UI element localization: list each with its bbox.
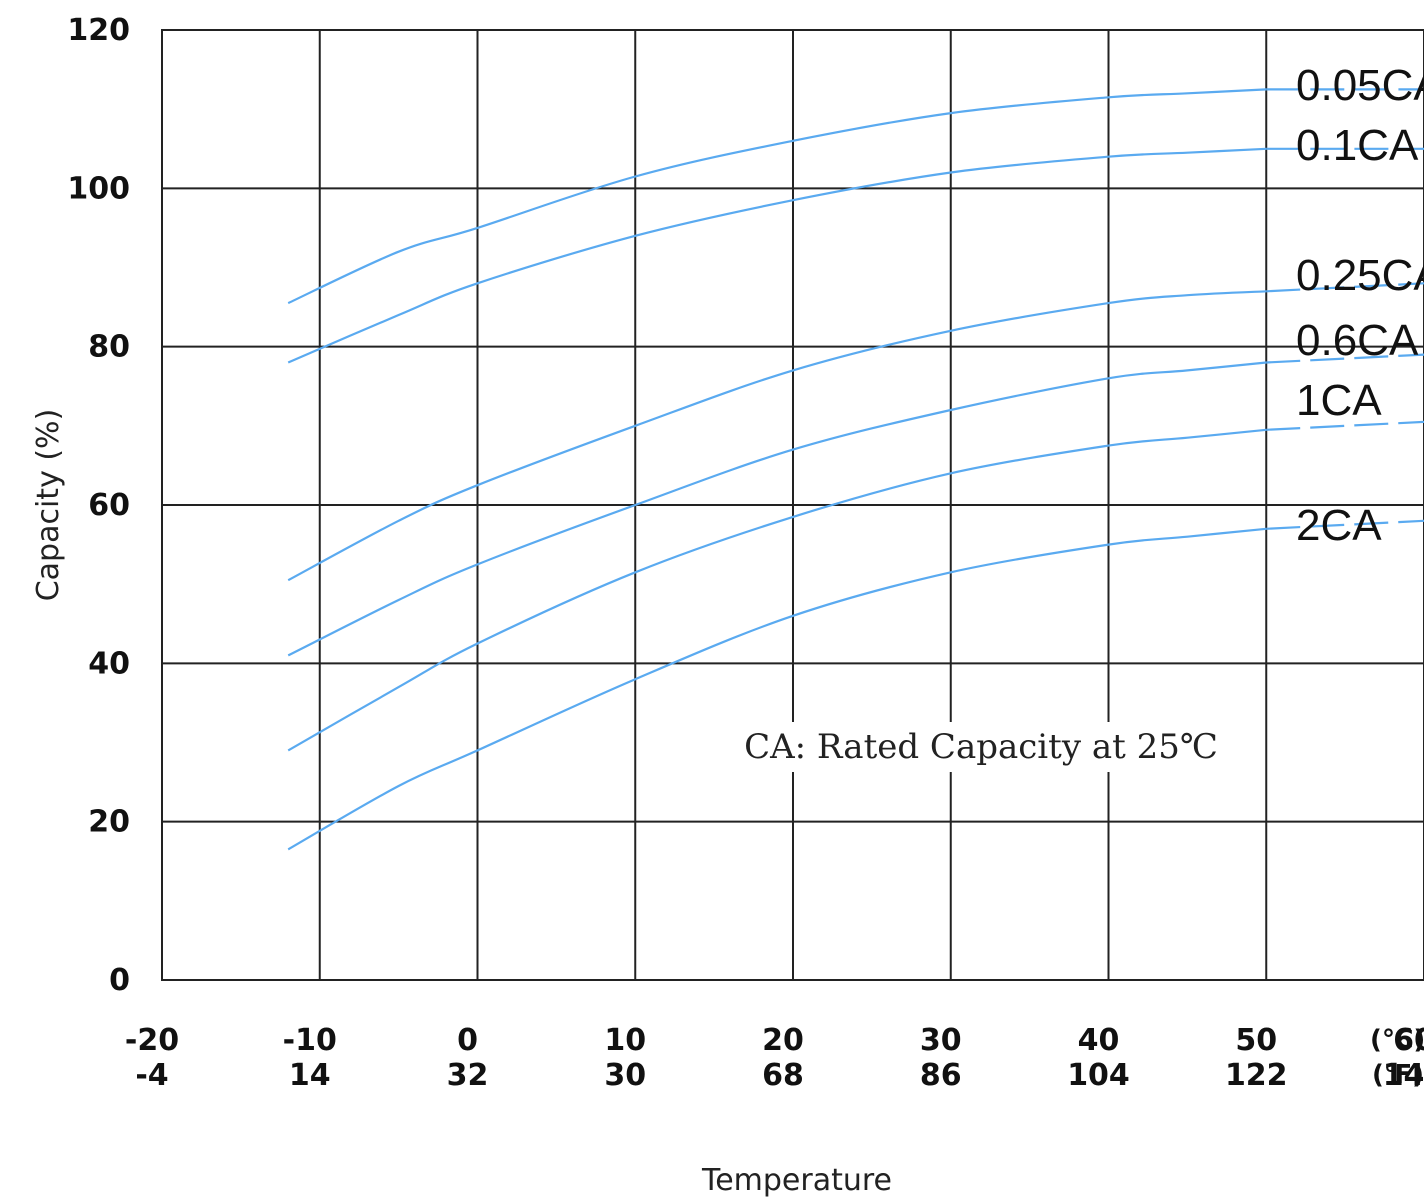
x-tick-label-celsius: 0 [457, 1023, 478, 1058]
x-tick-label-fahrenheit: 140 [1383, 1058, 1424, 1093]
series-line-2CA [287, 527, 1267, 851]
series-label: 2CA [1296, 501, 1382, 550]
x-tick-labels-celsius: -20 -10 0 10 20 30 40 50 60 [125, 1023, 1424, 1058]
x-axis-title: Temperature [701, 1163, 892, 1198]
y-axis-title: Capacity (%) [31, 409, 66, 602]
series-line-dashed-2CA [1266, 519, 1424, 530]
series-line-dashed-0.6CA [1266, 353, 1424, 364]
series-label: 0.1CA [1296, 121, 1419, 170]
x-tick-label-celsius: 40 [1078, 1023, 1120, 1058]
x-tick-label-fahrenheit: 14 [289, 1058, 331, 1093]
y-tick-label: 120 [67, 13, 130, 48]
series-label: 1CA [1296, 376, 1382, 425]
x-unit-fahrenheit: (℉) [1372, 1060, 1424, 1090]
series-line-0.1CA [287, 147, 1267, 364]
y-tick-label: 20 [88, 805, 130, 840]
x-unit-celsius: (℃) [1370, 1025, 1424, 1055]
x-tick-label-celsius: 60 [1393, 1023, 1424, 1058]
x-tick-label-fahrenheit: 32 [447, 1058, 489, 1093]
y-tick-label: 80 [88, 330, 130, 365]
series-line-1CA [287, 428, 1267, 752]
series-line-0.05CA [287, 88, 1267, 305]
x-tick-label-fahrenheit: 86 [920, 1058, 962, 1093]
x-tick-label-celsius: 10 [604, 1023, 646, 1058]
series-line-dashed-1CA [1266, 420, 1424, 431]
series-labels: 0.05CA 0.1CA 0.25CA 0.6CA 1CA 2CA [1296, 61, 1424, 550]
annotation-background [736, 722, 1226, 772]
x-tick-label-celsius: 30 [920, 1023, 962, 1058]
x-tick-label-fahrenheit: 122 [1225, 1058, 1288, 1093]
y-tick-label: 40 [88, 646, 130, 681]
y-tick-label: 100 [67, 171, 130, 206]
x-tick-label-celsius: -20 [125, 1023, 179, 1058]
grid [161, 29, 1424, 981]
series-label: 0.05CA [1296, 61, 1424, 110]
series-label: 0.6CA [1296, 316, 1419, 365]
series-line-dashed-0.25CA [1266, 282, 1424, 293]
series-line-0.25CA [287, 290, 1267, 582]
x-tick-labels-fahrenheit: -4 14 32 30 68 86 104 122 140 [135, 1058, 1424, 1093]
x-tick-label-celsius: -10 [283, 1023, 337, 1058]
x-tick-label-fahrenheit: 68 [762, 1058, 804, 1093]
x-tick-label-fahrenheit: 30 [604, 1058, 646, 1093]
series-label: 0.25CA [1296, 251, 1424, 300]
x-tick-label-fahrenheit: -4 [135, 1058, 168, 1093]
y-tick-label: 60 [88, 488, 130, 523]
y-tick-labels: 0 20 40 60 80 100 120 [67, 13, 130, 998]
x-tick-label-fahrenheit: 104 [1067, 1058, 1130, 1093]
x-tick-label-celsius: 20 [762, 1023, 804, 1058]
annotation-note: CA: Rated Capacity at 25℃ [744, 727, 1218, 767]
series-lines [287, 88, 1424, 851]
x-tick-label-celsius: 50 [1235, 1023, 1277, 1058]
series-line-0.6CA [287, 361, 1267, 657]
y-tick-label: 0 [109, 963, 130, 998]
